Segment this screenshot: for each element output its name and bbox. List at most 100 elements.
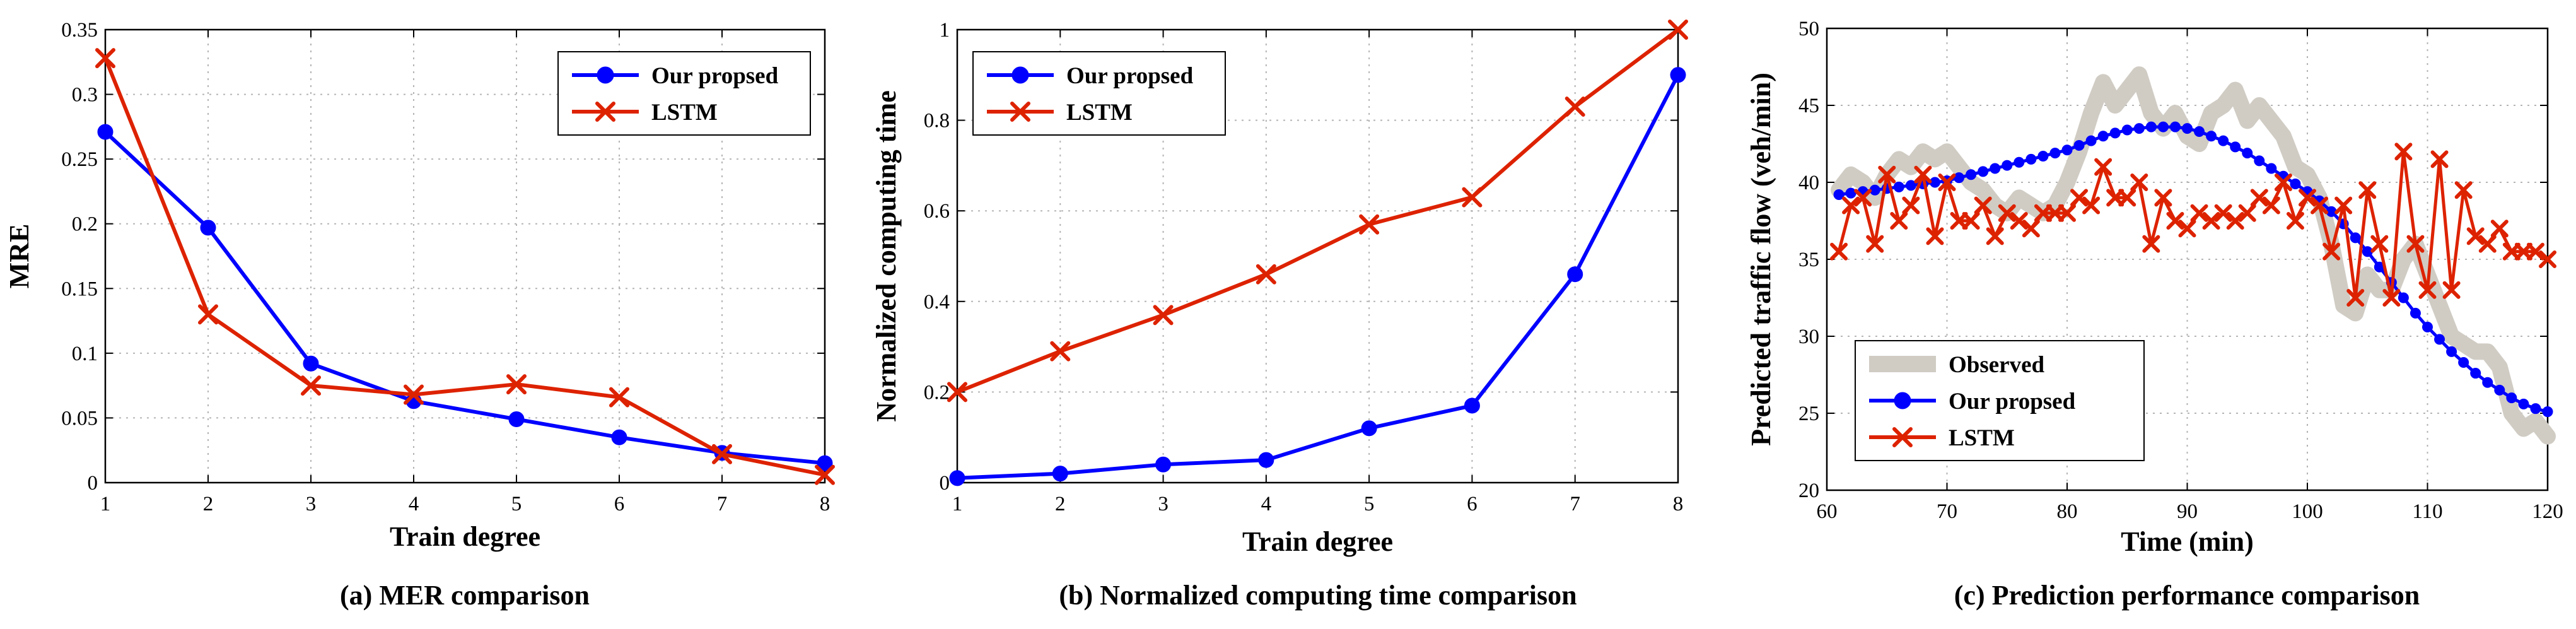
series-our-propsed-point <box>2061 144 2073 156</box>
series-lstm-point <box>2022 220 2040 238</box>
series-lstm-line <box>955 28 1680 394</box>
series-lstm-point <box>2370 235 2389 253</box>
series-lstm-point <box>2130 173 2148 191</box>
series-lstm-point <box>1914 165 1932 184</box>
y-tick-label: 40 <box>1798 172 1819 194</box>
series-our-propsed-point <box>2290 178 2301 189</box>
x-tick-label: 3 <box>1158 493 1169 515</box>
series-lstm-point <box>2034 204 2052 222</box>
series-our-propsed-point <box>2206 131 2217 142</box>
legend-marker <box>597 66 614 84</box>
series-our-propsed-point <box>2410 307 2421 319</box>
series-lstm-point <box>712 444 732 464</box>
y-tick-label: 20 <box>1798 479 1819 502</box>
series-lstm-point <box>2262 196 2280 215</box>
legend-label: Our propsed <box>651 63 779 89</box>
series-our-propsed-point <box>2002 160 2013 171</box>
legend-label: Our propsed <box>1066 63 1194 89</box>
series-our-propsed-point <box>508 411 525 427</box>
series-our-propsed-point <box>2194 126 2205 137</box>
plot-frame <box>104 28 826 484</box>
series-lstm-point <box>95 48 115 69</box>
series-lstm-point <box>1854 189 1872 207</box>
x-tick-label: 4 <box>409 493 419 515</box>
x-tick-label: 7 <box>717 493 728 515</box>
series-our-propsed-point <box>200 220 216 236</box>
series-our-propsed-point <box>949 470 965 486</box>
y-axis-label: MRE <box>4 224 35 289</box>
series-our-propsed-point <box>2145 121 2157 132</box>
series-lstm-point <box>2010 212 2028 230</box>
chart-caption: (b) Normalized computing time comparison <box>1059 580 1576 611</box>
series-lstm-point <box>1902 196 1920 215</box>
y-tick-label: 25 <box>1798 403 1819 425</box>
series-lstm-point <box>2178 220 2196 238</box>
series-lstm-point <box>1668 20 1688 40</box>
series-our-propsed-point <box>2182 123 2193 134</box>
series-our-propsed-point <box>2242 148 2253 159</box>
x-tick-label: 2 <box>203 493 214 515</box>
y-tick-label: 0 <box>940 472 950 495</box>
series-our-propsed-point <box>2254 155 2265 167</box>
series-our-propsed-point <box>2037 151 2049 162</box>
series-our-propsed-point <box>1258 452 1274 468</box>
y-tick-label: 0.25 <box>61 148 98 171</box>
y-tick-label: 0.2 <box>924 381 950 404</box>
series-lstm-point <box>2142 235 2160 253</box>
legend-marker <box>1011 66 1029 84</box>
series-our-propsed-point <box>1155 456 1172 473</box>
series-our-propsed-point <box>2266 163 2277 174</box>
series-lstm-point <box>2394 143 2413 161</box>
series-our-propsed-point <box>2506 392 2517 404</box>
x-tick-label: 1 <box>952 493 963 515</box>
series-our-propsed-point <box>2157 121 2169 132</box>
series-our-propsed-point <box>2014 156 2025 168</box>
y-axis-label: Normalized computing time <box>871 90 902 421</box>
series-lstm-point <box>1866 235 1884 253</box>
x-tick-label: 120 <box>2532 500 2563 523</box>
series-lstm-point <box>2226 212 2244 230</box>
x-tick-label: 100 <box>2292 500 2323 523</box>
series-our-propsed-line <box>955 73 1680 480</box>
y-tick-label: 0.8 <box>924 110 950 132</box>
series-our-propsed-point <box>2133 123 2145 134</box>
series-lstm-point <box>2490 220 2509 238</box>
series-our-propsed-point <box>2121 124 2133 136</box>
chart-computing-time-comparison: 1 2 3 4 5 6 7 8 0 0.2 0.4 0.6 0.8 1 Our propsed LSTM Tra… <box>871 19 1688 611</box>
series-our-propsed-point <box>2049 148 2061 159</box>
series-lstm-point <box>2406 235 2425 253</box>
series-lstm-point <box>1359 214 1380 235</box>
x-tick-label: 7 <box>1570 493 1580 515</box>
series-lstm-point <box>1974 196 1992 215</box>
series-lstm-point <box>2430 150 2449 168</box>
series-our-propsed-point <box>2085 135 2097 146</box>
series-our-propsed-point <box>1978 166 1989 177</box>
x-axis-label: Train degree <box>390 521 540 552</box>
y-tick-label: 0.1 <box>72 343 98 365</box>
x-axis-label: Train degree <box>1242 526 1393 557</box>
series-our-propsed-point <box>2230 141 2241 153</box>
legend-label: LSTM <box>1949 425 2015 451</box>
series-lstm-point <box>2190 204 2208 222</box>
series-lstm-point <box>2046 204 2064 222</box>
series-lstm-point <box>2058 204 2076 222</box>
x-axis-label: Time (min) <box>2121 526 2254 557</box>
x-tick-label: 90 <box>2177 500 2198 523</box>
series-our-propsed-point <box>2398 292 2409 303</box>
x-tick-label: 60 <box>1817 500 1838 523</box>
series-lstm-point <box>1926 227 1944 245</box>
y-axis-label: Predicted traffic flow (veh/min) <box>1746 73 1776 446</box>
series-our-propsed-point <box>2518 398 2529 409</box>
series-lstm-point <box>404 384 424 405</box>
series-lstm-point <box>815 464 835 485</box>
x-tick-label: 8 <box>820 493 830 515</box>
legend-box <box>557 51 811 136</box>
y-tick-label: 50 <box>1798 18 1819 40</box>
chart-caption: (c) Prediction performance comparison <box>1954 580 2420 611</box>
series-lstm-point <box>1890 212 1908 230</box>
series-our-propsed-point <box>2109 127 2121 139</box>
series-our-propsed-point <box>2482 377 2493 388</box>
series-lstm-point <box>2539 250 2556 268</box>
chart-mre-comparison: 1 2 3 4 5 6 7 8 0 0.05 0.1 0.15 0.2 0.25 0.3 0.35 Our pr… <box>4 19 835 611</box>
